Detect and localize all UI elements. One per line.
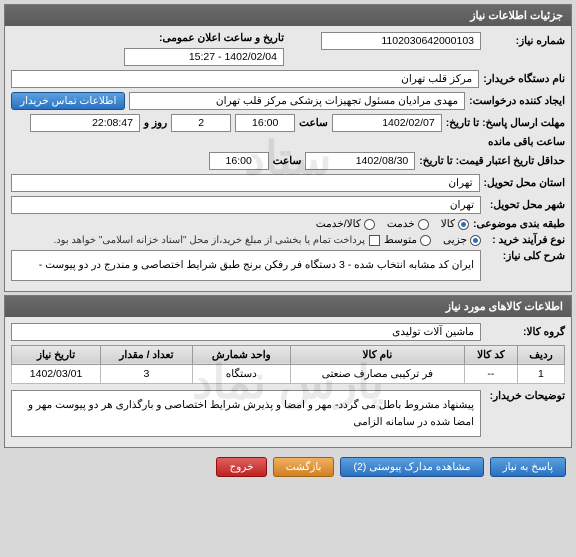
rooz-label: روز و	[144, 117, 167, 129]
need-number-value: 1102030642000103	[321, 32, 481, 50]
validity-date-value: 1402/08/30	[305, 152, 415, 170]
need-details-panel: جزئیات اطلاعات نیاز ستاد شماره نیاز: 110…	[4, 4, 572, 292]
general-desc-value: ایران کد مشابه انتخاب شده - 3 دستگاه فر …	[11, 250, 481, 281]
pay-note: پرداخت تمام یا بخشی از مبلغ خرید،از محل …	[53, 235, 365, 246]
city2-value: تهران	[11, 196, 481, 214]
goods-group-label: گروه کالا:	[485, 326, 565, 338]
goods-info-panel: اطلاعات کالاهای مورد نیاز پارس نماد گروه…	[4, 295, 572, 449]
reply-button[interactable]: پاسخ به نیاز	[490, 457, 566, 477]
th-unit[interactable]: واحد شمارش	[192, 345, 290, 364]
th-row[interactable]: ردیف	[517, 345, 564, 364]
validity-time-value: 16:00	[209, 152, 269, 170]
saat-label1: ساعت	[299, 117, 328, 129]
topic-both-radio[interactable]: کالا/خدمت	[316, 218, 375, 230]
requester-label: ایجاد کننده درخواست:	[469, 95, 565, 107]
radio-icon	[420, 235, 431, 246]
table-row[interactable]: 1 -- فر ترکیبی مصارف صنعتی دستگاه 3 1402…	[12, 364, 565, 383]
city-label: استان محل تحویل:	[484, 177, 565, 189]
general-desc-label: شرح کلی نیاز:	[485, 250, 565, 262]
table-header-row: ردیف کد کالا نام کالا واحد شمارش تعداد /…	[12, 345, 565, 364]
radio-icon	[458, 219, 469, 230]
back-button[interactable]: بازگشت	[273, 457, 335, 477]
attachments-button[interactable]: مشاهده مدارک پیوستی (2)	[340, 457, 483, 477]
goods-table: ردیف کد کالا نام کالا واحد شمارش تعداد /…	[11, 345, 565, 384]
th-qty[interactable]: تعداد / مقدار	[101, 345, 193, 364]
panel-header: جزئیات اطلاعات نیاز	[5, 5, 571, 26]
topic-goods-radio[interactable]: کالا	[441, 218, 469, 230]
th-name[interactable]: نام کالا	[290, 345, 464, 364]
radio-icon	[470, 235, 481, 246]
goods-group-value: ماشین آلات تولیدی	[11, 323, 481, 341]
footer-buttons: پاسخ به نیاز مشاهده مدارک پیوستی (2) باز…	[4, 451, 572, 483]
remaining-days-value: 2	[171, 114, 231, 132]
city-value: تهران	[11, 174, 480, 192]
deadline-time-value: 16:00	[235, 114, 295, 132]
buyer-org-value: مرکز قلب تهران	[11, 70, 479, 88]
requester-value: مهدی مرادیان مسئول تجهیزات پزشکی مرکز قل…	[129, 92, 465, 110]
goods-panel-header: اطلاعات کالاهای مورد نیاز	[5, 296, 571, 317]
purchase-minor-radio[interactable]: جزیی	[443, 234, 481, 246]
saat-label2: ساعت	[273, 155, 302, 167]
purchase-type-label: نوع فرآیند خرید :	[485, 234, 565, 246]
radio-icon	[364, 219, 375, 230]
remaining-time-value: 22:08:47	[30, 114, 140, 132]
announce-dt-value: 1402/02/04 - 15:27	[124, 48, 284, 66]
purchase-radio-group: جزیی متوسط	[384, 234, 481, 246]
exit-button[interactable]: خروج	[216, 457, 266, 477]
deadline-date-value: 1402/02/07	[332, 114, 442, 132]
contact-buyer-button[interactable]: اطلاعات تماس خریدار	[11, 92, 125, 110]
buyer-notes-label: توضیحات خریدار:	[485, 390, 565, 402]
purchase-medium-radio[interactable]: متوسط	[384, 234, 431, 246]
topic-radio-group: کالا خدمت کالا/خدمت	[316, 218, 469, 230]
need-number-label: شماره نیاز:	[485, 35, 565, 47]
th-code[interactable]: کد کالا	[464, 345, 517, 364]
remaining-label: ساعت باقی مانده	[488, 136, 565, 148]
announce-dt-label: تاریخ و ساعت اعلان عمومی:	[159, 32, 284, 44]
validity-label: حداقل تاریخ اعتبار قیمت: تا تاریخ:	[419, 155, 565, 167]
treasury-checkbox[interactable]	[369, 235, 380, 246]
topic-class-label: طبقه بندی موضوعی:	[473, 218, 565, 230]
topic-service-radio[interactable]: خدمت	[387, 218, 429, 230]
buyer-notes-value: پیشنهاد مشروط باطل می گردد- مهر و امضا و…	[11, 390, 481, 438]
radio-icon	[418, 219, 429, 230]
deadline-label: مهلت ارسال پاسخ: تا تاریخ:	[446, 117, 565, 129]
city2-label: شهر محل تحویل:	[485, 199, 565, 211]
th-date[interactable]: تاریخ نیاز	[12, 345, 101, 364]
buyer-org-label: نام دستگاه خریدار:	[483, 73, 565, 85]
